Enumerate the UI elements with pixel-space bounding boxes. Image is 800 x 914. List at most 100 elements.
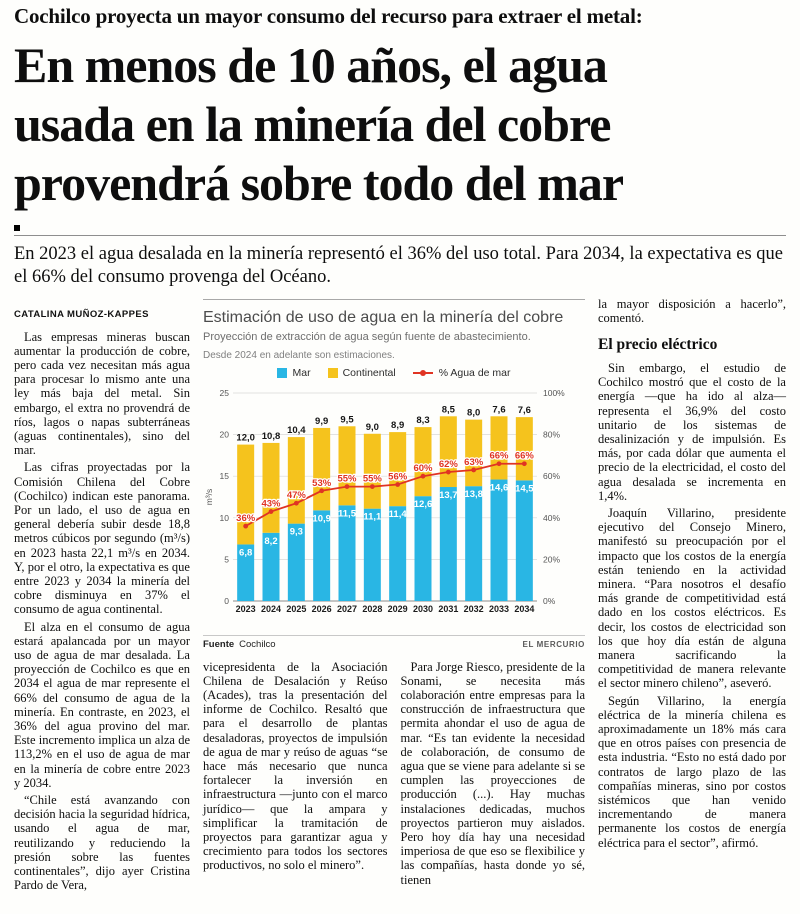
svg-text:66%: 66% bbox=[515, 450, 535, 461]
chart-svg: 0 0% 5 20% 10 40% 15 60% 20 80% 25 100% m³/s 12,0 6,8 2… bbox=[204, 388, 565, 614]
column-2: vicepresidenta de la Asociación Chilena … bbox=[203, 660, 388, 890]
svg-text:10,9: 10,9 bbox=[312, 513, 331, 524]
svg-text:100%: 100% bbox=[543, 388, 565, 398]
body-paragraph: Las empresas mineras buscan aumentar la … bbox=[14, 329, 190, 458]
chart-legend: Mar Continental % Agua de mar bbox=[203, 367, 585, 379]
svg-text:12,6: 12,6 bbox=[414, 499, 433, 510]
legend-item-pct-agua-de-mar: % Agua de mar bbox=[412, 366, 511, 379]
chart-section: Estimación de uso de agua en la minería … bbox=[203, 298, 585, 650]
newspaper-credit: EL MERCURIO bbox=[522, 639, 585, 649]
svg-text:2028: 2028 bbox=[362, 604, 382, 614]
svg-text:2025: 2025 bbox=[286, 604, 306, 614]
svg-text:2033: 2033 bbox=[489, 604, 509, 614]
legend-label: Mar bbox=[292, 366, 311, 379]
svg-text:60%: 60% bbox=[543, 471, 560, 481]
body-paragraph: El alza en el consumo de agua estará apa… bbox=[14, 619, 190, 790]
column-4: la mayor disposición a hacerlo”, comentó… bbox=[598, 297, 786, 853]
svg-text:43%: 43% bbox=[261, 498, 281, 509]
svg-text:9,9: 9,9 bbox=[315, 415, 328, 426]
svg-text:10,4: 10,4 bbox=[287, 425, 306, 436]
svg-text:2031: 2031 bbox=[438, 604, 458, 614]
svg-text:62%: 62% bbox=[439, 459, 459, 470]
chart-note: Desde 2024 en adelante son estimaciones. bbox=[203, 349, 395, 361]
svg-text:80%: 80% bbox=[543, 429, 560, 439]
svg-text:2034: 2034 bbox=[514, 604, 534, 614]
svg-text:20%: 20% bbox=[543, 554, 560, 564]
svg-text:2027: 2027 bbox=[337, 604, 357, 614]
legend-item-continental: Continental bbox=[327, 366, 396, 379]
deck: En 2023 el agua desalada en la minería r… bbox=[14, 243, 784, 287]
body-paragraph: Las cifras proyectadas por la Comisión C… bbox=[14, 460, 190, 617]
svg-text:2030: 2030 bbox=[413, 604, 433, 614]
svg-text:9,0: 9,0 bbox=[366, 421, 379, 432]
svg-text:36%: 36% bbox=[236, 513, 256, 524]
svg-text:8,3: 8,3 bbox=[416, 415, 429, 426]
svg-text:63%: 63% bbox=[464, 456, 484, 467]
svg-text:8,0: 8,0 bbox=[467, 407, 480, 418]
section-heading: El precio eléctrico bbox=[598, 335, 718, 353]
line-swatch-dot bbox=[419, 369, 426, 376]
kicker: Cochilco proyecta un mayor consumo del r… bbox=[14, 4, 643, 28]
continental-swatch bbox=[327, 367, 338, 378]
chart-title: Estimación de uso de agua en la minería … bbox=[203, 308, 564, 326]
svg-text:10,8: 10,8 bbox=[262, 430, 281, 441]
svg-text:11,5: 11,5 bbox=[338, 508, 357, 519]
svg-text:8,5: 8,5 bbox=[442, 404, 456, 415]
svg-text:47%: 47% bbox=[287, 490, 307, 501]
mar-swatch bbox=[277, 367, 288, 378]
svg-text:9,3: 9,3 bbox=[290, 526, 303, 537]
source-name: Cochilco bbox=[239, 638, 276, 650]
svg-text:15: 15 bbox=[220, 471, 230, 481]
svg-text:7,6: 7,6 bbox=[518, 405, 531, 416]
headline-line: provendrá sobre todo del mar bbox=[14, 154, 624, 211]
svg-text:9,5: 9,5 bbox=[340, 414, 354, 425]
svg-text:2032: 2032 bbox=[464, 604, 484, 614]
column-1: CATALINA MUÑOZ-KAPPES Las empresas miner… bbox=[14, 297, 190, 896]
mid-text-columns: vicepresidenta de la Asociación Chilena … bbox=[203, 660, 585, 890]
svg-text:m³/s: m³/s bbox=[204, 488, 214, 505]
svg-text:12,0: 12,0 bbox=[236, 432, 255, 443]
svg-text:10: 10 bbox=[220, 512, 230, 522]
svg-text:40%: 40% bbox=[543, 512, 560, 522]
svg-text:8,2: 8,2 bbox=[264, 535, 277, 546]
header-divider bbox=[14, 234, 786, 236]
svg-text:8,9: 8,9 bbox=[391, 420, 404, 431]
svg-text:53%: 53% bbox=[312, 477, 332, 488]
body-paragraph: “Chile está avanzando con decisión hacia… bbox=[14, 793, 190, 893]
body-paragraph: la mayor disposición a hacerlo”, comentó… bbox=[598, 296, 786, 325]
svg-text:55%: 55% bbox=[337, 473, 357, 484]
column-3: Para Jorge Riesco, presidente de la Sona… bbox=[401, 660, 586, 890]
headline-line: En menos de 10 años, el agua bbox=[14, 36, 608, 93]
svg-text:13,8: 13,8 bbox=[464, 489, 483, 500]
svg-text:11,4: 11,4 bbox=[389, 509, 408, 520]
svg-text:6,8: 6,8 bbox=[239, 547, 252, 558]
headline: En menos de 10 años, el agua usada en la… bbox=[14, 36, 786, 213]
svg-text:5: 5 bbox=[224, 554, 229, 564]
svg-text:14,5: 14,5 bbox=[515, 483, 534, 494]
chart-subtitle: Proyección de extracción de agua según f… bbox=[203, 330, 531, 343]
svg-text:20: 20 bbox=[220, 429, 230, 439]
article-columns: CATALINA MUÑOZ-KAPPES Las empresas miner… bbox=[14, 297, 786, 896]
byline: CATALINA MUÑOZ-KAPPES bbox=[14, 308, 149, 320]
chart-source-row: Fuente Cochilco EL MERCURIO bbox=[203, 634, 585, 650]
svg-text:0%: 0% bbox=[543, 596, 556, 606]
svg-text:13,7: 13,7 bbox=[439, 490, 458, 501]
svg-text:60%: 60% bbox=[413, 463, 433, 474]
svg-text:2024: 2024 bbox=[261, 604, 281, 614]
svg-text:2023: 2023 bbox=[236, 604, 256, 614]
column-middle: Estimación de uso de agua en la minería … bbox=[203, 297, 585, 890]
body-paragraph: Según Villarino, la energía eléctrica de… bbox=[598, 693, 786, 850]
headline-line: usada en la minería del cobre bbox=[14, 95, 611, 152]
svg-text:7,6: 7,6 bbox=[492, 404, 505, 415]
svg-text:56%: 56% bbox=[388, 471, 408, 482]
legend-label: Continental bbox=[342, 366, 396, 379]
article-page: Cochilco proyecta un mayor consumo del r… bbox=[14, 4, 786, 896]
svg-text:11,1: 11,1 bbox=[363, 511, 382, 522]
body-paragraph: vicepresidenta de la Asociación Chilena … bbox=[203, 659, 388, 873]
legend-label: % Agua de mar bbox=[438, 366, 511, 379]
section-bullet bbox=[14, 224, 20, 231]
body-paragraph: Joaquín Villarino, presidente ejecutivo … bbox=[598, 505, 786, 691]
svg-text:55%: 55% bbox=[363, 473, 383, 484]
svg-text:0: 0 bbox=[224, 596, 229, 606]
line-swatch bbox=[412, 369, 433, 376]
